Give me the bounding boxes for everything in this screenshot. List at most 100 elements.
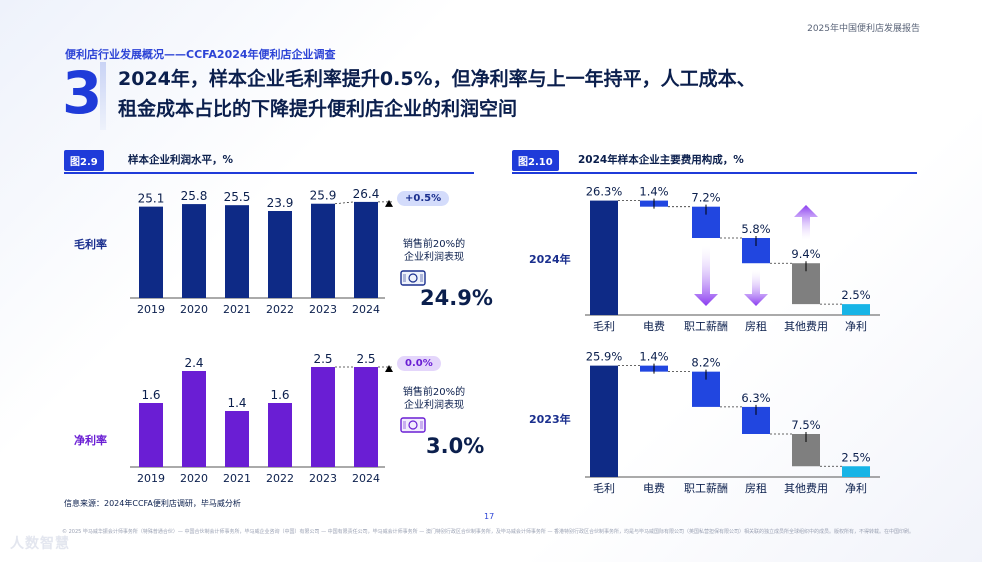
- gross-value-label: 25.5: [224, 190, 251, 204]
- wf2023-value-label: 7.5%: [791, 418, 820, 432]
- net-bar: [354, 367, 378, 467]
- wf2023-value-label: 25.9%: [586, 350, 623, 364]
- net-tick-label: 2023: [309, 472, 337, 485]
- gross-value-label: 23.9: [267, 196, 294, 210]
- net-tick-label: 2024: [352, 472, 380, 485]
- wf2024-value-label: 2.5%: [841, 288, 870, 302]
- triangle-marker-icon: [385, 199, 393, 207]
- report-header: 2025年中国便利店发展报告: [807, 24, 920, 34]
- section-number: 3: [62, 59, 102, 127]
- wf2024-value-label: 5.8%: [741, 222, 770, 236]
- net-bar: [139, 403, 163, 467]
- wf2023-tick-label: 电费: [643, 482, 665, 495]
- wf2023-tick-label: 其他费用: [784, 482, 828, 495]
- source-note: 信息来源：2024年CCFA便利店调研，毕马威分析: [64, 499, 241, 508]
- net-value-label: 1.4: [227, 396, 246, 410]
- gross-side-caption-1: 销售前20%的: [402, 239, 466, 250]
- wf2024-bar: [590, 200, 618, 315]
- wf2023-value-label: 2.5%: [841, 450, 870, 464]
- section-kicker: 便利店行业发展概况——CCFA2024年便利店企业调查: [65, 48, 336, 61]
- gross-bar: [268, 211, 292, 298]
- gross-dashed-connector: [334, 201, 355, 205]
- net-tick-label: 2019: [137, 472, 165, 485]
- wf2024-value-label: 7.2%: [691, 191, 720, 205]
- money-icon: [400, 417, 426, 433]
- gross-change-pill: +0.5%: [397, 191, 450, 206]
- section-number-accent: [100, 62, 106, 130]
- wf2023-value-label: 8.2%: [691, 356, 720, 370]
- gross-tick-label: 2024: [352, 303, 380, 316]
- money-icon: [400, 270, 426, 286]
- arrow-down-icon: [694, 246, 718, 306]
- wf2023-tick-label: 房租: [745, 482, 767, 495]
- triangle-marker-icon: [385, 365, 393, 372]
- footer-legal: © 2025 毕马威华振会计师事务所（特殊普通合伙）— 中国合伙制会计师事务所，…: [62, 529, 915, 535]
- gross-bar: [311, 203, 335, 298]
- gross-bar: [139, 206, 163, 298]
- wf2024-bar: [842, 304, 870, 315]
- headline-line-1: 2024年，样本企业毛利率提升0.5%，但净利率与上一年持平，人工成本、: [118, 68, 756, 90]
- wf2023-tick-label: 职工薪酬: [684, 482, 728, 495]
- gross-top20-value: 24.9%: [420, 286, 493, 310]
- gross-tick-label: 2020: [180, 303, 208, 316]
- net-value-label: 2.5: [356, 352, 375, 366]
- net-side-caption-2: 企业利润表现: [404, 400, 464, 411]
- gross-side-caption-2: 企业利润表现: [404, 252, 464, 263]
- net-top20-value: 3.0%: [426, 434, 485, 458]
- watermark: 人数智慧: [10, 536, 70, 552]
- net-bar: [225, 411, 249, 467]
- net-value-label: 1.6: [141, 388, 160, 402]
- net-value-label: 2.4: [184, 356, 203, 370]
- waterfall-2023-label: 2023年: [529, 413, 571, 426]
- waterfall-2024-label: 2024年: [529, 253, 571, 266]
- wf2024-tick-label: 电费: [643, 320, 665, 333]
- wf2023-value-label: 6.3%: [741, 391, 770, 405]
- gross-value-label: 25.8: [181, 189, 208, 203]
- wf2023-bar: [842, 466, 870, 477]
- wf2023-value-label: 1.4%: [639, 350, 668, 364]
- figure-right-rule: [512, 172, 917, 174]
- figure-left-tag: 图2.9: [64, 150, 104, 171]
- wf2024-tick-label: 房租: [745, 320, 767, 333]
- gross-margin-label: 毛利率: [74, 238, 107, 251]
- arrow-down-icon: [744, 270, 768, 306]
- net-bar: [182, 371, 206, 467]
- wf2024-tick-label: 毛利: [593, 320, 615, 333]
- gross-value-label: 25.9: [310, 189, 337, 203]
- wf2024-value-label: 26.3%: [586, 185, 623, 199]
- arrow-up-icon: [794, 205, 818, 240]
- wf2023-tick-label: 毛利: [593, 482, 615, 495]
- net-value-label: 2.5: [313, 352, 332, 366]
- net-tick-label: 2022: [266, 472, 294, 485]
- figure-left-title: 样本企业利润水平，%: [128, 154, 234, 166]
- figure-right-title: 2024年样本企业主要费用构成，%: [578, 154, 744, 166]
- gross-tick-label: 2021: [223, 303, 251, 316]
- page-number: 17: [484, 512, 495, 521]
- net-bar: [268, 403, 292, 467]
- gross-value-label: 25.1: [138, 192, 165, 206]
- wf2023-tick-label: 净利: [845, 481, 867, 495]
- gross-bar: [182, 204, 206, 298]
- net-value-label: 1.6: [270, 388, 289, 402]
- figure-left-rule: [64, 172, 474, 174]
- net-side-caption-1: 销售前20%的: [402, 387, 466, 398]
- net-tick-label: 2021: [223, 472, 251, 485]
- wf2024-tick-label: 其他费用: [784, 320, 828, 333]
- net-margin-label: 净利率: [74, 434, 107, 447]
- wf2024-value-label: 1.4%: [639, 185, 668, 199]
- figure-right-tag: 图2.10: [512, 150, 559, 171]
- gross-bar: [354, 201, 378, 298]
- wf2024-tick-label: 净利: [845, 319, 867, 333]
- headline-line-2: 租金成本占比的下降提升便利店企业的利润空间: [118, 98, 518, 120]
- gross-bar: [225, 205, 249, 298]
- wf2024-tick-label: 职工薪酬: [684, 320, 728, 333]
- wf2024-value-label: 9.4%: [791, 247, 820, 261]
- gross-value-label: 26.4: [353, 187, 380, 201]
- gross-tick-label: 2022: [266, 303, 294, 316]
- gross-tick-label: 2019: [137, 303, 165, 316]
- gross-tick-label: 2023: [309, 303, 337, 316]
- net-change-pill: 0.0%: [397, 356, 441, 371]
- wf2023-bar: [590, 365, 618, 477]
- net-tick-label: 2020: [180, 472, 208, 485]
